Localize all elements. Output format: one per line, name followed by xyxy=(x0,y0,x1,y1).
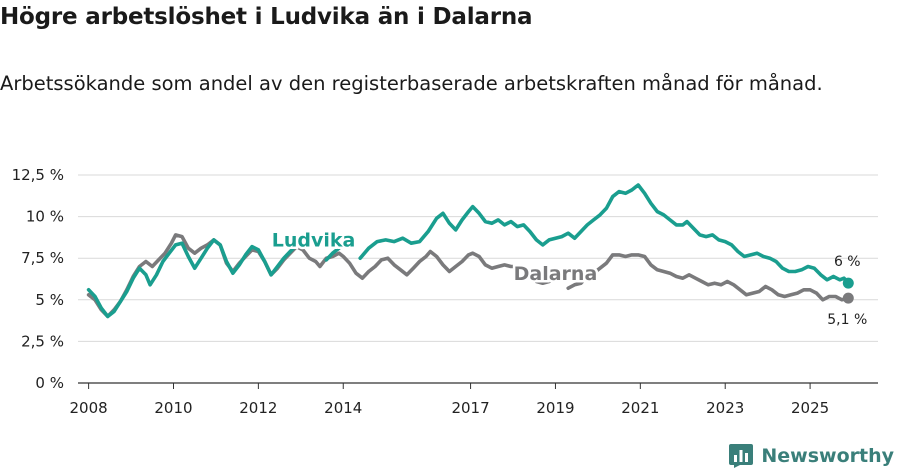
end-label-dalarna: 5,1 % xyxy=(827,312,867,328)
x-tick-label: 2019 xyxy=(536,399,574,417)
x-tick-label: 2010 xyxy=(154,399,192,417)
brand-name: Newsworthy xyxy=(761,445,894,467)
brand: Newsworthy xyxy=(729,444,894,468)
chart-title: Högre arbetslöshet i Ludvika än i Dalarn… xyxy=(0,4,533,30)
y-axis: 0 % 2,5 % 5 % 7,5 % 10 % 12,5 % xyxy=(12,166,64,392)
x-axis: 2008 2010 2012 2014 2017 2019 2021 2023 2025 xyxy=(70,382,878,417)
x-tick-label: 2017 xyxy=(451,399,489,417)
grid-lines xyxy=(78,174,878,342)
series-line-dalarna xyxy=(86,233,851,319)
y-tick-label: 7,5 % xyxy=(21,249,64,267)
y-tick-label: 0 % xyxy=(35,374,64,392)
y-tick-label: 10 % xyxy=(26,208,64,226)
y-tick-label: 5 % xyxy=(35,291,64,309)
x-tick-label: 2012 xyxy=(239,399,277,417)
y-tick-label: 2,5 % xyxy=(21,332,64,350)
end-point-ludvika xyxy=(842,277,854,289)
newsworthy-logo-icon xyxy=(729,444,754,468)
x-tick-label: 2025 xyxy=(791,399,829,417)
x-tick-label: 2023 xyxy=(706,399,744,417)
end-label-ludvika: 6 % xyxy=(834,254,861,270)
series-lines xyxy=(86,183,854,319)
x-tick-label: 2014 xyxy=(324,399,362,417)
series-line-ludvika xyxy=(86,183,851,319)
y-tick-label: 12,5 % xyxy=(12,166,64,184)
series-labels: Ludvika Dalarna 6 % 5,1 % xyxy=(269,227,867,328)
end-point-dalarna xyxy=(842,292,854,304)
x-tick-label: 2008 xyxy=(70,399,108,417)
series-label-dalarna: Dalarna xyxy=(514,263,598,285)
series-label-ludvika: Ludvika xyxy=(272,230,356,252)
x-tick-label: 2021 xyxy=(621,399,659,417)
chart-subtitle: Arbetssökande som andel av den registerb… xyxy=(0,72,823,95)
